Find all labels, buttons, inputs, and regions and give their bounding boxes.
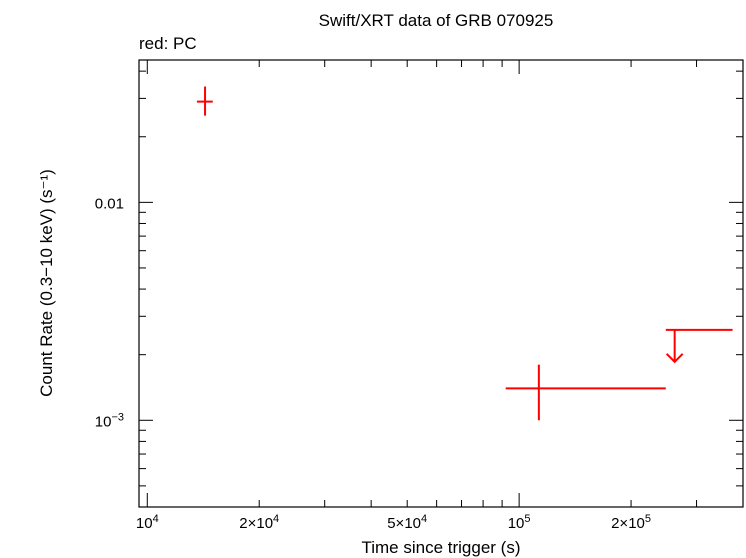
chart-title: Swift/XRT data of GRB 070925 <box>319 11 554 30</box>
plot-frame <box>138 59 744 508</box>
y-tick-label: 0.01 <box>95 195 124 212</box>
y-axis-label: Count Rate (0.3−10 keV) (s⁻¹) <box>37 169 56 397</box>
upper-limit-point <box>665 328 733 364</box>
y-tick-label: 10−3 <box>95 411 124 430</box>
data-point <box>505 364 666 421</box>
series-pc <box>196 86 733 421</box>
upper-limit-arrowhead <box>665 353 684 364</box>
x-tick-labels: 104 2×104 5×104 105 2×105 <box>136 513 651 532</box>
y-tick-labels: 10−3 0.01 <box>95 195 124 430</box>
axis-ticks <box>139 60 744 508</box>
x-tick-label: 2×104 <box>239 513 279 532</box>
chart-subtitle: red: PC <box>139 34 197 53</box>
x-axis-label: Time since trigger (s) <box>361 538 520 557</box>
x-tick-label: 2×105 <box>611 513 651 532</box>
x-tick-label: 105 <box>508 513 531 532</box>
data-point <box>196 86 213 116</box>
x-tick-label: 5×104 <box>387 513 427 532</box>
x-tick-label: 104 <box>136 513 159 532</box>
